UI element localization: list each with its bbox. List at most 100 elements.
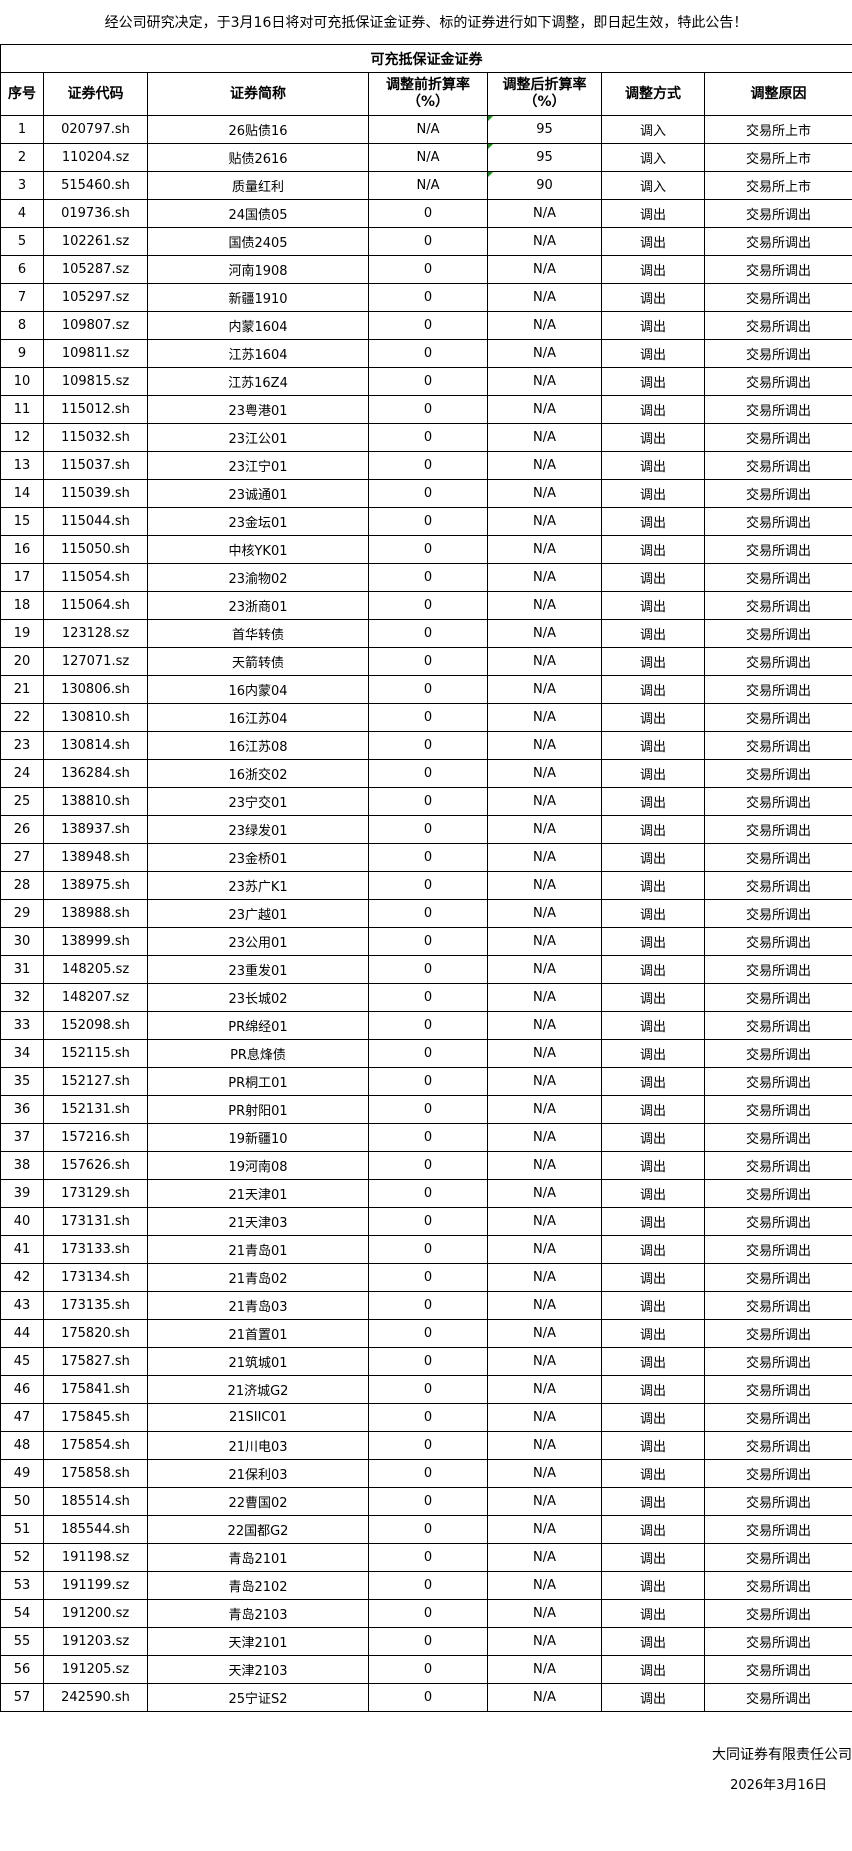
cell-rate-after: N/A bbox=[487, 675, 602, 704]
cell-name: 23江公01 bbox=[147, 423, 369, 452]
table-row: 48 175854.sh 21川电03 0 N/A 调出 交易所调出 bbox=[0, 1431, 852, 1460]
cell-code: 191203.sz bbox=[43, 1627, 148, 1656]
cell-name: PR绵经01 bbox=[147, 1011, 369, 1040]
header-reason: 调整原因 bbox=[703, 72, 852, 116]
cell-index: 20 bbox=[0, 647, 44, 676]
cell-name: 青岛2101 bbox=[147, 1543, 369, 1572]
cell-rate-after: N/A bbox=[487, 479, 602, 508]
cell-code: 115037.sh bbox=[43, 451, 148, 480]
cell-name: 21保利03 bbox=[147, 1459, 369, 1488]
cell-method: 调入 bbox=[601, 171, 705, 200]
cell-code: 152115.sh bbox=[43, 1039, 148, 1068]
cell-rate-before: 0 bbox=[368, 1291, 488, 1320]
table-row: 42 173134.sh 21青岛02 0 N/A 调出 交易所调出 bbox=[0, 1263, 852, 1292]
cell-index: 43 bbox=[0, 1291, 44, 1320]
cell-rate-before: 0 bbox=[368, 1599, 488, 1628]
cell-index: 51 bbox=[0, 1515, 44, 1544]
cell-name: 青岛2102 bbox=[147, 1571, 369, 1600]
cell-method: 调出 bbox=[601, 871, 705, 900]
securities-table: 可充抵保证金证券 序号 证券代码 证券简称 调整前折算率（%） 调整后折算率（%… bbox=[0, 44, 852, 1712]
cell-code: 148207.sz bbox=[43, 983, 148, 1012]
cell-reason: 交易所调出 bbox=[703, 1599, 852, 1628]
cell-index: 38 bbox=[0, 1151, 44, 1180]
table-row: 14 115039.sh 23诚通01 0 N/A 调出 交易所调出 bbox=[0, 479, 852, 508]
cell-method: 调出 bbox=[601, 983, 705, 1012]
cell-rate-before: 0 bbox=[368, 367, 488, 396]
cell-code: 109815.sz bbox=[43, 367, 148, 396]
cell-code: 242590.sh bbox=[43, 1683, 148, 1712]
cell-reason: 交易所调出 bbox=[703, 1123, 852, 1152]
table-row: 44 175820.sh 21首置01 0 N/A 调出 交易所调出 bbox=[0, 1319, 852, 1348]
cell-reason: 交易所上市 bbox=[703, 143, 852, 172]
cell-code: 185544.sh bbox=[43, 1515, 148, 1544]
cell-method: 调出 bbox=[601, 1263, 705, 1292]
cell-index: 33 bbox=[0, 1011, 44, 1040]
cell-name: 首华转债 bbox=[147, 619, 369, 648]
cell-code: 191198.sz bbox=[43, 1543, 148, 1572]
table-row: 43 173135.sh 21青岛03 0 N/A 调出 交易所调出 bbox=[0, 1291, 852, 1320]
cell-index: 52 bbox=[0, 1543, 44, 1572]
cell-rate-before: 0 bbox=[368, 339, 488, 368]
table-row: 28 138975.sh 23苏广K1 0 N/A 调出 交易所调出 bbox=[0, 871, 852, 900]
cell-code: 136284.sh bbox=[43, 759, 148, 788]
table-row: 5 102261.sz 国债2405 0 N/A 调出 交易所调出 bbox=[0, 227, 852, 256]
cell-rate-after: N/A bbox=[487, 1291, 602, 1320]
cell-rate-before: 0 bbox=[368, 1543, 488, 1572]
table-row: 57 242590.sh 25宁证S2 0 N/A 调出 交易所调出 bbox=[0, 1683, 852, 1712]
cell-rate-before: 0 bbox=[368, 1655, 488, 1684]
cell-name: 16江苏04 bbox=[147, 703, 369, 732]
cell-reason: 交易所调出 bbox=[703, 619, 852, 648]
cell-rate-after: N/A bbox=[487, 843, 602, 872]
cell-code: 173133.sh bbox=[43, 1235, 148, 1264]
cell-rate-before: 0 bbox=[368, 1627, 488, 1656]
cell-rate-before: 0 bbox=[368, 395, 488, 424]
cell-name: 19河南08 bbox=[147, 1151, 369, 1180]
table-row: 13 115037.sh 23江宁01 0 N/A 调出 交易所调出 bbox=[0, 451, 852, 480]
cell-rate-before: 0 bbox=[368, 423, 488, 452]
cell-reason: 交易所调出 bbox=[703, 759, 852, 788]
table-row: 54 191200.sz 青岛2103 0 N/A 调出 交易所调出 bbox=[0, 1599, 852, 1628]
cell-name: 19新疆10 bbox=[147, 1123, 369, 1152]
announcement-date: 2026年3月16日 bbox=[730, 1778, 827, 1793]
cell-method: 调出 bbox=[601, 311, 705, 340]
cell-name: 21青岛02 bbox=[147, 1263, 369, 1292]
table-row: 19 123128.sz 首华转债 0 N/A 调出 交易所调出 bbox=[0, 619, 852, 648]
cell-reason: 交易所调出 bbox=[703, 1571, 852, 1600]
cell-index: 57 bbox=[0, 1683, 44, 1712]
cell-code: 115044.sh bbox=[43, 507, 148, 536]
cell-rate-before: N/A bbox=[368, 171, 488, 200]
cell-rate-after: N/A bbox=[487, 1179, 602, 1208]
cell-code: 130814.sh bbox=[43, 731, 148, 760]
table-row: 11 115012.sh 23粤港01 0 N/A 调出 交易所调出 bbox=[0, 395, 852, 424]
cell-rate-after: N/A bbox=[487, 1123, 602, 1152]
cell-code: 138937.sh bbox=[43, 815, 148, 844]
cell-reason: 交易所调出 bbox=[703, 1431, 852, 1460]
cell-name: 23宁交01 bbox=[147, 787, 369, 816]
cell-rate-after: N/A bbox=[487, 759, 602, 788]
cell-method: 调出 bbox=[601, 1095, 705, 1124]
cell-index: 42 bbox=[0, 1263, 44, 1292]
cell-code: 515460.sh bbox=[43, 171, 148, 200]
cell-reason: 交易所调出 bbox=[703, 899, 852, 928]
cell-rate-after: N/A bbox=[487, 227, 602, 256]
cell-index: 17 bbox=[0, 563, 44, 592]
cell-rate-before: 0 bbox=[368, 1151, 488, 1180]
cell-code: 115039.sh bbox=[43, 479, 148, 508]
table-row: 26 138937.sh 23绿发01 0 N/A 调出 交易所调出 bbox=[0, 815, 852, 844]
cell-name: 21SIIC01 bbox=[147, 1403, 369, 1432]
cell-name: 25宁证S2 bbox=[147, 1683, 369, 1712]
cell-code: 019736.sh bbox=[43, 199, 148, 228]
company-name: 大同证券有限责任公司 bbox=[712, 1747, 852, 1763]
table-row: 6 105287.sz 河南1908 0 N/A 调出 交易所调出 bbox=[0, 255, 852, 284]
cell-code: 175820.sh bbox=[43, 1319, 148, 1348]
cell-rate-after: N/A bbox=[487, 1375, 602, 1404]
cell-name: 23渝物02 bbox=[147, 563, 369, 592]
cell-code: 175858.sh bbox=[43, 1459, 148, 1488]
cell-rate-before: 0 bbox=[368, 199, 488, 228]
cell-method: 调出 bbox=[601, 787, 705, 816]
cell-name: 23公用01 bbox=[147, 927, 369, 956]
cell-method: 调出 bbox=[601, 479, 705, 508]
cell-reason: 交易所调出 bbox=[703, 1347, 852, 1376]
cell-index: 34 bbox=[0, 1039, 44, 1068]
table-row: 16 115050.sh 中核YK01 0 N/A 调出 交易所调出 bbox=[0, 535, 852, 564]
